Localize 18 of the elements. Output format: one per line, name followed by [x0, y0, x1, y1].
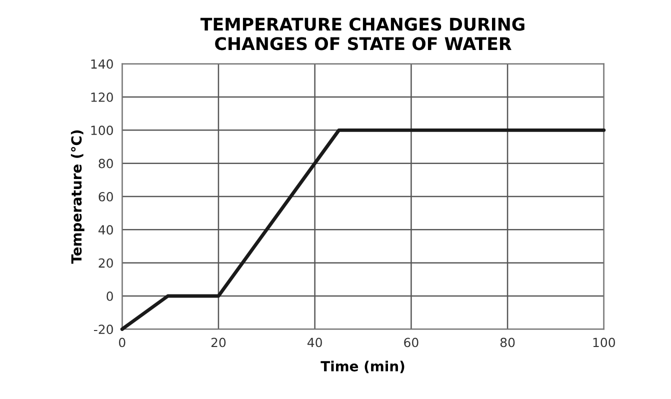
x-tick-label: 40 [307, 338, 322, 348]
x-tick-label: 20 [211, 338, 226, 348]
x-axis-title: Time (min) [320, 360, 404, 374]
y-tick-label: -20 [94, 324, 113, 334]
x-tick-label: 80 [500, 338, 515, 348]
x-tick-label: 0 [118, 338, 126, 348]
chart-title: TEMPERATURE CHANGES DURING CHANGES OF STATE OF WATER [200, 18, 524, 50]
y-tick-label: 40 [98, 225, 113, 235]
x-tick-label: 100 [593, 338, 615, 348]
y-tick-label: 140 [91, 59, 113, 69]
x-tick-label: 60 [404, 338, 418, 348]
y-tick-label: 60 [98, 192, 113, 202]
y-tick-label: 0 [106, 291, 113, 301]
y-tick-label: 20 [98, 258, 113, 268]
y-tick-label: 120 [91, 92, 113, 102]
y-tick-label: 80 [98, 158, 113, 168]
y-tick-label: 100 [91, 126, 113, 136]
y-axis-title: Temperature (°C) [70, 130, 84, 264]
